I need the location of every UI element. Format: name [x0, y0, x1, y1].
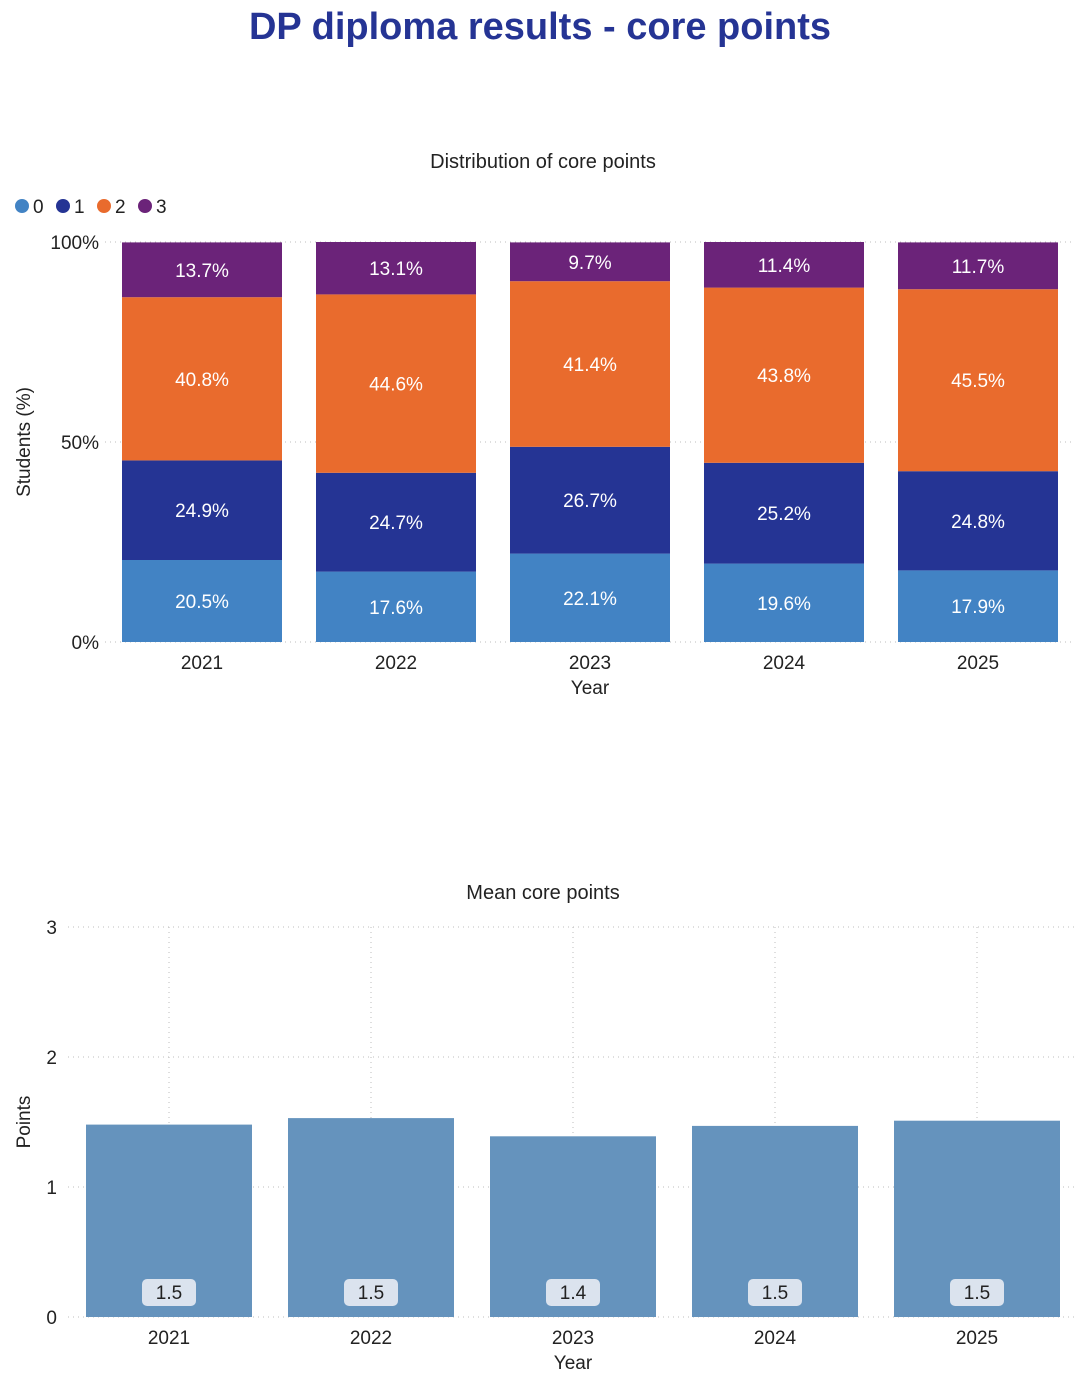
data-label-2024-series-3: 11.4% [758, 256, 811, 277]
legend-marker-3 [138, 199, 152, 213]
x-tick-label: 2024 [754, 1328, 797, 1349]
y-axis-label: Students (%) [14, 387, 35, 497]
data-label-2021-series-3: 13.7% [175, 261, 229, 282]
data-label-2021-series-1: 24.9% [175, 501, 229, 522]
bar-2024-series-2 [704, 287, 864, 463]
x-tick-label: 2021 [148, 1328, 190, 1349]
data-label-2024-series-1: 25.2% [757, 504, 811, 525]
x-tick-label: 2022 [375, 653, 417, 674]
bar-2025-series-3 [898, 242, 1058, 290]
legend-marker-2 [97, 199, 111, 213]
x-tick-label: 2023 [569, 653, 611, 674]
data-label-2025-series-0: 17.9% [951, 597, 1005, 618]
data-label-box-2021 [142, 1279, 196, 1306]
x-tick-label: 2024 [763, 653, 806, 674]
y-tick-label: 2 [46, 1048, 57, 1069]
data-label-2021-series-0: 20.5% [175, 592, 229, 613]
bar-2025-series-1 [898, 471, 1058, 571]
data-label-2025-series-2: 45.5% [951, 371, 1005, 392]
mean-core-points-chart: Mean core points 0 1 2 3 Points 1.5 2021 1.5 2022… [14, 882, 1078, 1374]
distribution-chart: Distribution of core points 0 1 2 3 0% 50% 100%… [14, 151, 1075, 699]
y-tick-label: 100% [50, 233, 99, 254]
y-tick-label: 0 [46, 1308, 57, 1329]
bar-2021-series-3 [122, 242, 282, 298]
data-label-2022-series-2: 44.6% [369, 375, 423, 396]
bar-2025-series-2 [898, 289, 1058, 472]
bar-2024-series-3 [704, 242, 864, 288]
x-tick-label: 2023 [552, 1328, 594, 1349]
data-label-2023-series-1: 26.7% [563, 491, 617, 512]
data-label-2023: 1.4 [560, 1283, 587, 1304]
y-tick-label: 1 [46, 1178, 57, 1199]
data-label-2025-series-1: 24.8% [951, 512, 1005, 533]
data-label-2023-series-2: 41.4% [563, 355, 617, 376]
data-label-2021-series-2: 40.8% [175, 370, 229, 391]
x-tick-label: 2022 [350, 1328, 392, 1349]
x-axis-label: Year [571, 678, 610, 699]
bar-2024-series-1 [704, 462, 864, 564]
chart-title: Distribution of core points [430, 151, 656, 173]
bar-2023-series-3 [510, 242, 670, 282]
chart-title: Mean core points [466, 882, 619, 904]
data-label-2025-series-3: 11.7% [952, 257, 1005, 278]
bar-2022-series-3 [316, 242, 476, 295]
y-tick-label: 3 [46, 918, 57, 939]
legend-marker-0 [15, 199, 29, 213]
bar-2023-series-2 [510, 281, 670, 447]
data-label-2025: 1.5 [964, 1283, 990, 1304]
bar-2021-series-1 [122, 460, 282, 560]
x-tick-label: 2025 [957, 653, 999, 674]
y-axis-label: Points [14, 1096, 35, 1149]
bar-2021-series-0 [122, 560, 282, 642]
legend-marker-1 [56, 199, 70, 213]
y-tick-label: 0% [72, 633, 100, 654]
x-tick-label: 2021 [181, 653, 223, 674]
data-label-box-2023 [546, 1279, 600, 1306]
bar-2022-series-2 [316, 294, 476, 473]
data-label-2022-series-0: 17.6% [369, 598, 423, 619]
legend-label-1: 1 [74, 197, 85, 218]
legend-label-2: 2 [115, 197, 126, 218]
data-label-box-2022 [344, 1279, 398, 1306]
bar-2025-series-0 [898, 570, 1058, 642]
legend-label-0: 0 [33, 197, 44, 218]
data-label-box-2024 [748, 1279, 802, 1306]
data-label-2024-series-2: 43.8% [757, 366, 811, 387]
data-label-2022-series-3: 13.1% [369, 259, 423, 280]
legend-label-3: 3 [156, 197, 167, 218]
bar-2023-series-0 [510, 553, 670, 642]
bar-2023-series-1 [510, 446, 670, 554]
data-label-2023-series-3: 9.7% [568, 253, 611, 274]
bar-2024-series-0 [704, 563, 864, 642]
data-label-2024-series-0: 19.6% [757, 594, 811, 615]
data-label-2023-series-0: 22.1% [563, 589, 617, 610]
bar-2022-series-0 [316, 571, 476, 642]
data-label-2021: 1.5 [156, 1283, 182, 1304]
bar-2021-series-2 [122, 297, 282, 461]
x-tick-label: 2025 [956, 1328, 998, 1349]
x-axis-label: Year [554, 1353, 593, 1374]
y-tick-label: 50% [61, 433, 99, 454]
data-label-2024: 1.5 [762, 1283, 788, 1304]
page-title: DP diploma results - core points [248, 6, 832, 48]
bar-2022-series-1 [316, 472, 476, 572]
data-label-2022-series-1: 24.7% [369, 513, 423, 534]
data-label-2022: 1.5 [358, 1283, 384, 1304]
data-label-box-2025 [950, 1279, 1004, 1306]
